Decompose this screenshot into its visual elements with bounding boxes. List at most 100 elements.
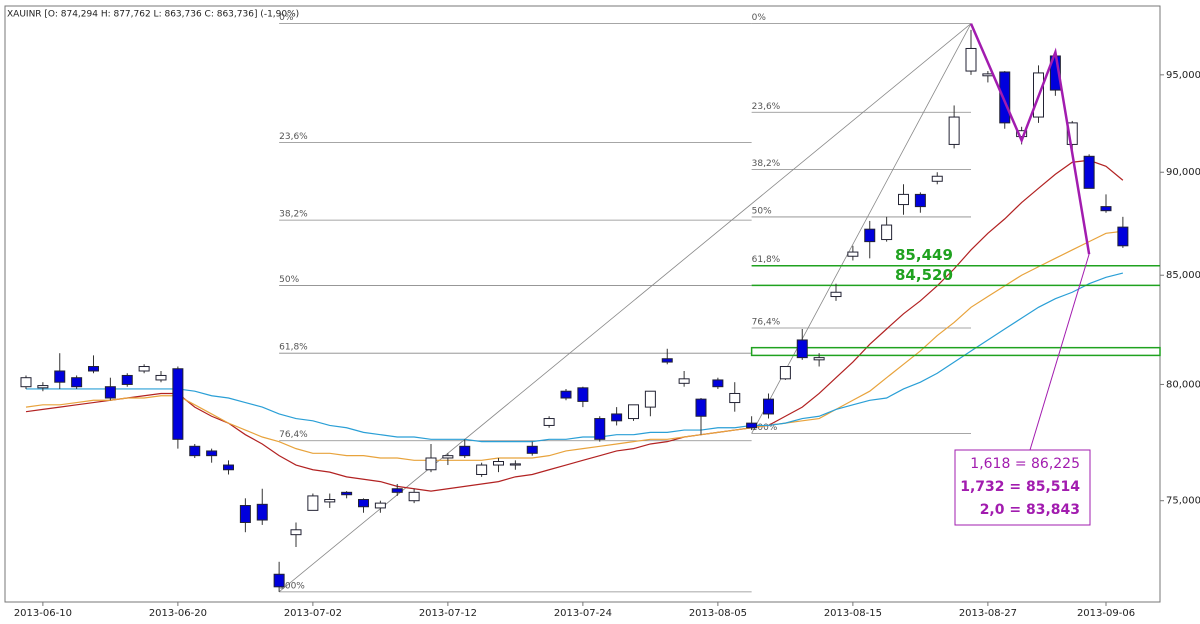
- x-tick-label: 2013-06-10: [14, 608, 72, 619]
- candle-body: [121, 374, 133, 385]
- fib-trendline: [278, 23, 972, 593]
- candle-body: [1066, 122, 1078, 145]
- candle-body: [526, 445, 538, 454]
- candle-body: [830, 291, 842, 298]
- projection-text: 2,0 = 83,843: [980, 502, 1080, 518]
- x-tick-label: 2013-08-05: [689, 608, 747, 619]
- fib-label: 100%: [279, 581, 305, 591]
- fib-label: 100%: [752, 423, 778, 433]
- candle-body: [661, 358, 673, 363]
- candle-body: [695, 398, 707, 417]
- candle-body: [54, 370, 66, 383]
- candle-body: [442, 455, 454, 459]
- candle-body: [847, 251, 859, 257]
- candle-body: [763, 398, 774, 415]
- fib-label: 76,4%: [752, 318, 781, 328]
- chart-title: XAUINR [O: 874,294 H: 877,762 L: 863,736…: [7, 10, 299, 20]
- fib-label: 50%: [752, 206, 772, 216]
- fib-label: 61,8%: [279, 343, 308, 353]
- projection-text: 1,732 = 85,514: [960, 479, 1080, 495]
- moving-average: [26, 272, 1124, 443]
- moving-average: [25, 230, 1123, 461]
- candle-body: [1100, 206, 1112, 212]
- candle-body: [1016, 130, 1028, 138]
- fib-label: 0%: [752, 13, 767, 23]
- x-tick-label: 2013-06-20: [149, 608, 207, 619]
- candle-body: [223, 464, 234, 471]
- candle-body: [425, 457, 437, 471]
- projection-pointer: [1029, 254, 1090, 451]
- y-tick-label: 80,000: [1166, 379, 1200, 390]
- y-tick-label: 90,000: [1166, 167, 1200, 178]
- candle-body: [965, 47, 977, 72]
- candle-body: [493, 461, 504, 466]
- y-tick-label: 85,000: [1166, 270, 1200, 281]
- candle-body: [543, 418, 555, 426]
- fib-label: 61,8%: [752, 255, 781, 265]
- candle-body: [813, 357, 825, 361]
- candle-body: [104, 386, 116, 399]
- candle-body: [712, 379, 724, 388]
- candle-body: [577, 387, 589, 402]
- candle-body: [155, 374, 167, 381]
- candle-body: [999, 71, 1011, 124]
- y-tick-label: 75,000: [1166, 496, 1200, 507]
- candle-body: [189, 445, 201, 457]
- candle-body: [307, 495, 319, 511]
- x-tick-label: 2013-07-12: [419, 608, 477, 619]
- fib-label: 0%: [279, 13, 294, 23]
- candle-body: [459, 445, 471, 457]
- x-tick-label: 2013-07-24: [554, 608, 612, 619]
- candle-body: [644, 390, 656, 408]
- candle-body: [358, 499, 369, 508]
- candle-body: [476, 464, 488, 475]
- support-label: 84,520: [895, 266, 953, 284]
- candle-body: [290, 529, 302, 536]
- fib-label: 23,6%: [752, 102, 781, 112]
- candle-body: [864, 228, 876, 243]
- candle-body: [881, 224, 893, 241]
- candle-body: [779, 366, 791, 380]
- x-tick-label: 2013-08-15: [824, 608, 882, 619]
- candle-body: [628, 404, 639, 420]
- x-tick-label: 2013-07-02: [284, 608, 342, 619]
- candle-body: [71, 377, 83, 388]
- candle-body: [408, 491, 420, 502]
- candle-body: [931, 175, 943, 182]
- candle-body: [374, 502, 386, 509]
- candle-body: [206, 450, 218, 457]
- candle-body: [273, 573, 285, 588]
- candle-body: [914, 193, 926, 208]
- candle-body: [239, 505, 251, 523]
- zigzag: [969, 23, 1091, 255]
- candle-body: [20, 377, 32, 388]
- candle-body: [509, 463, 521, 466]
- candle-body: [88, 366, 99, 372]
- support-zone: [750, 346, 1161, 357]
- candle-body: [560, 390, 572, 399]
- candle-body: [729, 392, 741, 404]
- fib-label: 38,2%: [752, 159, 781, 169]
- candle-body: [611, 413, 623, 422]
- candle-body: [391, 488, 403, 493]
- fib-label: 76,4%: [279, 430, 308, 440]
- candle-body: [256, 503, 268, 521]
- candle-body: [324, 499, 336, 503]
- projection-text: 1,618 = 86,225: [970, 456, 1080, 472]
- candle-body: [341, 491, 353, 496]
- candle-body: [746, 422, 758, 429]
- candle-body: [678, 378, 690, 384]
- moving-average: [25, 159, 1124, 492]
- y-tick-label: 95,000: [1166, 70, 1200, 81]
- candle-body: [1117, 226, 1129, 247]
- x-tick-label: 2013-08-27: [959, 608, 1017, 619]
- candle-body: [898, 193, 909, 206]
- fib-trendline: [751, 23, 972, 434]
- candle-body: [796, 339, 808, 359]
- candle-body: [37, 385, 49, 389]
- projection-box: [954, 449, 1091, 526]
- candle-body: [138, 366, 150, 372]
- fib-label: 23,6%: [279, 132, 308, 142]
- candle-body: [172, 368, 184, 440]
